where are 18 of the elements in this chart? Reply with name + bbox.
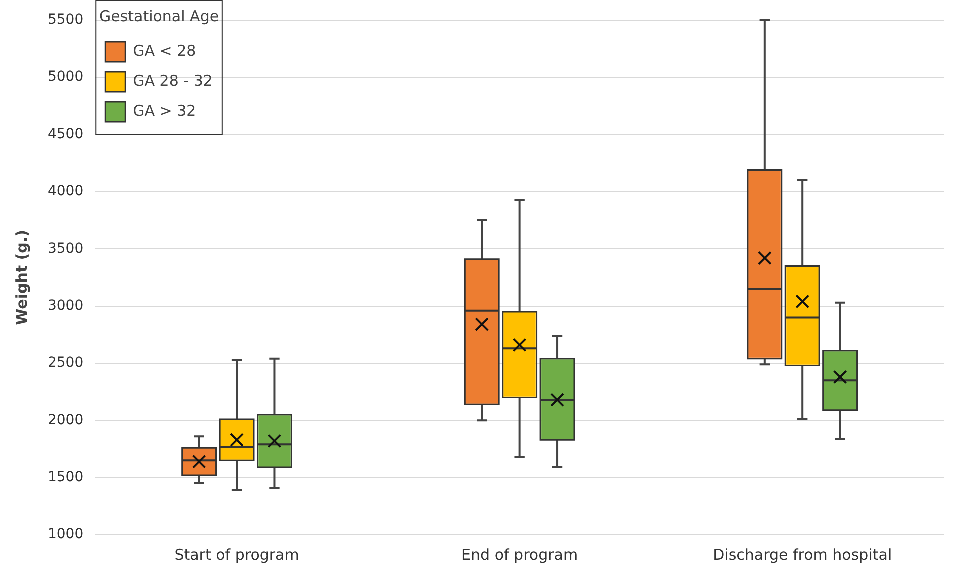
legend-title: Gestational Age [99, 7, 220, 26]
y-tick-label: 2500 [48, 355, 84, 372]
x-tick-label: End of program [462, 546, 578, 564]
y-tick-label: 3000 [48, 298, 84, 314]
legend-label: GA 28 - 32 [133, 72, 213, 90]
y-tick-label: 3500 [48, 240, 84, 257]
x-tick-label: Discharge from hospital [713, 546, 892, 564]
y-tick-label: 4000 [48, 184, 84, 200]
legend-label: GA > 32 [133, 102, 196, 120]
legend-label: GA < 28 [133, 42, 196, 60]
y-axis-title: Weight (g.) [12, 230, 31, 326]
y-tick-label: 2000 [48, 412, 84, 428]
y-tick-label: 5500 [48, 12, 84, 28]
x-tick-label: Start of program [174, 546, 300, 564]
y-tick-label: 1500 [48, 469, 84, 486]
y-tick-label: 4500 [48, 126, 84, 142]
y-tick-label: 5000 [48, 69, 84, 86]
y-tick-label: 1000 [48, 526, 84, 543]
